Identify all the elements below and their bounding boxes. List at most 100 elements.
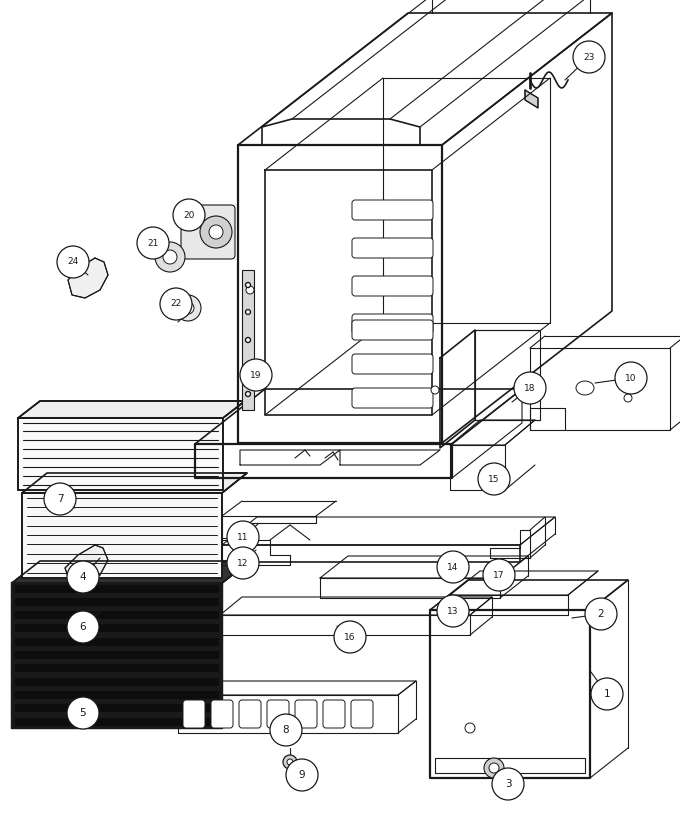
Bar <box>15 699 219 704</box>
Text: 16: 16 <box>344 632 356 641</box>
Circle shape <box>270 714 302 746</box>
Circle shape <box>227 521 259 553</box>
Text: 2: 2 <box>598 609 605 619</box>
Circle shape <box>492 768 524 800</box>
Text: 14: 14 <box>447 562 459 572</box>
Bar <box>15 619 219 624</box>
Bar <box>15 659 219 664</box>
Bar <box>15 638 219 646</box>
FancyBboxPatch shape <box>239 700 261 728</box>
Text: 23: 23 <box>583 52 595 61</box>
Text: 21: 21 <box>148 239 158 248</box>
Text: 8: 8 <box>283 725 289 735</box>
Circle shape <box>240 359 272 391</box>
Circle shape <box>155 242 185 272</box>
Circle shape <box>437 595 469 627</box>
Text: 11: 11 <box>237 533 249 542</box>
Circle shape <box>615 362 647 394</box>
Circle shape <box>624 394 632 402</box>
FancyBboxPatch shape <box>183 700 205 728</box>
Circle shape <box>67 611 99 643</box>
Text: 20: 20 <box>184 211 194 220</box>
Circle shape <box>137 227 169 259</box>
Polygon shape <box>18 418 223 490</box>
Circle shape <box>227 547 259 579</box>
Polygon shape <box>22 493 222 578</box>
Text: 12: 12 <box>237 559 249 568</box>
Circle shape <box>591 678 623 710</box>
Circle shape <box>245 283 250 288</box>
Text: 15: 15 <box>488 475 500 484</box>
Circle shape <box>209 225 223 239</box>
Text: 3: 3 <box>505 779 511 789</box>
Circle shape <box>465 723 475 733</box>
Text: 17: 17 <box>493 570 505 579</box>
FancyBboxPatch shape <box>295 700 317 728</box>
Text: 10: 10 <box>625 373 636 382</box>
Circle shape <box>245 391 250 396</box>
Circle shape <box>437 551 469 583</box>
Text: 18: 18 <box>524 383 536 392</box>
Circle shape <box>483 559 515 591</box>
Bar <box>15 611 219 619</box>
FancyBboxPatch shape <box>351 700 373 728</box>
FancyBboxPatch shape <box>211 700 233 728</box>
Circle shape <box>246 286 254 294</box>
Bar <box>15 598 219 606</box>
Circle shape <box>478 463 510 495</box>
FancyBboxPatch shape <box>181 205 235 259</box>
FancyBboxPatch shape <box>323 700 345 728</box>
Bar <box>15 686 219 691</box>
Bar <box>15 632 219 638</box>
FancyBboxPatch shape <box>352 238 433 258</box>
Bar <box>15 718 219 726</box>
FancyBboxPatch shape <box>352 200 433 220</box>
Circle shape <box>67 561 99 593</box>
FancyBboxPatch shape <box>267 700 289 728</box>
Circle shape <box>163 250 177 264</box>
Ellipse shape <box>576 381 594 395</box>
Circle shape <box>286 759 318 791</box>
Circle shape <box>484 758 504 778</box>
Circle shape <box>245 337 250 342</box>
Polygon shape <box>12 583 222 728</box>
Circle shape <box>489 763 499 773</box>
Circle shape <box>334 621 366 653</box>
Polygon shape <box>22 473 247 493</box>
Circle shape <box>245 364 250 369</box>
Text: 6: 6 <box>80 622 86 632</box>
Circle shape <box>283 755 297 769</box>
Text: 13: 13 <box>447 606 459 615</box>
Circle shape <box>573 41 605 73</box>
Circle shape <box>67 697 99 729</box>
Circle shape <box>200 216 232 248</box>
Bar <box>15 585 219 593</box>
Text: 22: 22 <box>171 300 182 309</box>
Circle shape <box>175 295 201 321</box>
Polygon shape <box>525 90 538 108</box>
Bar <box>242 270 254 410</box>
Bar <box>15 606 219 611</box>
Circle shape <box>514 372 546 404</box>
Polygon shape <box>12 561 250 583</box>
Polygon shape <box>68 258 108 298</box>
FancyBboxPatch shape <box>352 314 433 334</box>
Circle shape <box>160 288 192 320</box>
Bar <box>15 691 219 699</box>
Bar <box>15 678 219 686</box>
Text: 24: 24 <box>67 257 79 266</box>
Bar <box>15 712 219 718</box>
Text: 7: 7 <box>56 494 63 504</box>
Text: 9: 9 <box>299 770 305 780</box>
Circle shape <box>182 302 194 314</box>
Bar <box>15 664 219 672</box>
FancyBboxPatch shape <box>352 354 433 374</box>
Circle shape <box>585 598 617 630</box>
Circle shape <box>57 246 89 278</box>
FancyBboxPatch shape <box>352 320 433 340</box>
Polygon shape <box>65 545 108 585</box>
FancyBboxPatch shape <box>352 388 433 408</box>
Bar <box>15 624 219 632</box>
Polygon shape <box>18 401 245 418</box>
Bar <box>15 646 219 651</box>
